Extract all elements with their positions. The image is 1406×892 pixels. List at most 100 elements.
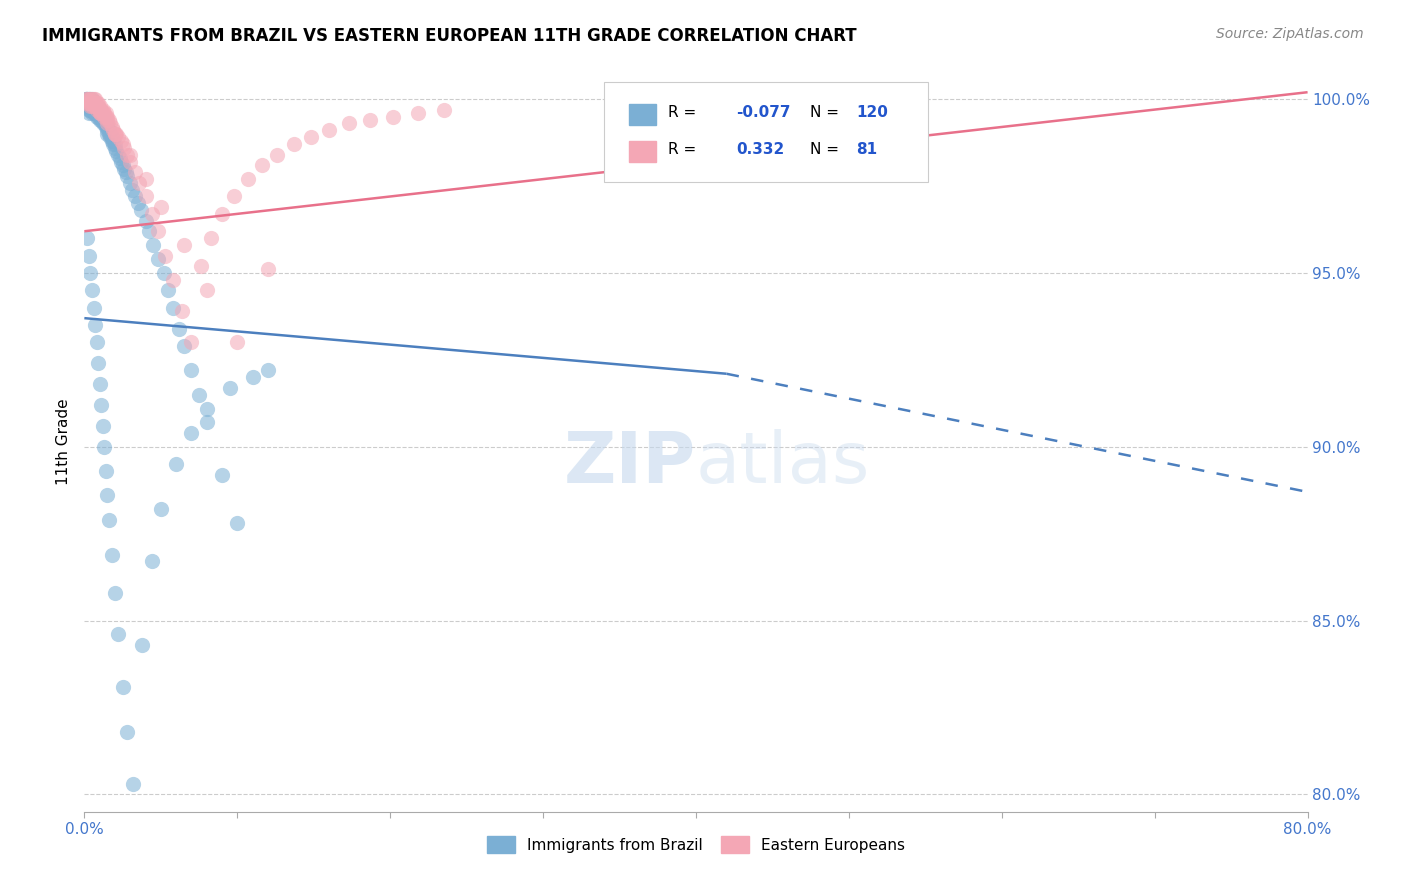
- Point: [115, 169, 138, 183]
- Point: [135, 172, 157, 186]
- Point: [93, 113, 115, 128]
- Point: [135, 214, 157, 228]
- Point: [75, 95, 97, 110]
- Point: [76, 92, 98, 106]
- Point: [83, 92, 105, 106]
- Point: [86, 99, 108, 113]
- Point: [84, 95, 107, 110]
- Point: [122, 777, 145, 791]
- Point: [84, 106, 107, 120]
- Point: [79, 92, 101, 106]
- Point: [83, 103, 105, 117]
- Point: [89, 103, 111, 117]
- Point: [86, 335, 108, 350]
- Point: [318, 123, 340, 137]
- Point: [90, 103, 112, 117]
- Point: [180, 363, 202, 377]
- Point: [80, 283, 103, 297]
- Point: [79, 95, 101, 110]
- Point: [135, 189, 157, 203]
- Point: [94, 106, 117, 120]
- Point: [97, 513, 120, 527]
- Text: Source: ZipAtlas.com: Source: ZipAtlas.com: [1216, 27, 1364, 41]
- Point: [77, 92, 100, 106]
- Point: [90, 113, 112, 128]
- Point: [76, 92, 98, 106]
- Point: [87, 95, 110, 110]
- Point: [211, 467, 233, 482]
- Point: [77, 103, 100, 117]
- Point: [75, 92, 97, 106]
- Point: [93, 110, 115, 124]
- Point: [86, 103, 108, 117]
- Point: [173, 238, 195, 252]
- Point: [124, 189, 146, 203]
- Point: [80, 99, 103, 113]
- Point: [120, 154, 142, 169]
- Point: [195, 401, 218, 416]
- Point: [96, 110, 118, 124]
- Point: [211, 207, 233, 221]
- Point: [98, 127, 121, 141]
- Point: [96, 123, 118, 137]
- Point: [257, 262, 280, 277]
- Point: [98, 130, 121, 145]
- Point: [89, 110, 111, 124]
- Point: [107, 148, 129, 162]
- Point: [188, 387, 211, 401]
- Point: [226, 335, 249, 350]
- Point: [83, 95, 105, 110]
- Bar: [628, 141, 655, 162]
- Point: [107, 627, 129, 641]
- Point: [87, 103, 110, 117]
- Point: [94, 110, 117, 124]
- Point: [84, 103, 107, 117]
- Point: [96, 120, 118, 134]
- Text: N =: N =: [810, 142, 844, 157]
- Point: [120, 176, 142, 190]
- Point: [162, 301, 184, 315]
- Text: N =: N =: [810, 104, 844, 120]
- Point: [104, 127, 127, 141]
- Point: [299, 130, 322, 145]
- Point: [76, 95, 98, 110]
- Point: [165, 457, 187, 471]
- Point: [236, 172, 259, 186]
- Point: [90, 106, 112, 120]
- Point: [149, 502, 172, 516]
- Point: [141, 207, 163, 221]
- Point: [111, 158, 134, 172]
- Point: [96, 127, 118, 141]
- Point: [76, 95, 98, 110]
- Point: [97, 127, 120, 141]
- Point: [433, 103, 456, 117]
- Point: [84, 99, 107, 113]
- Point: [382, 110, 405, 124]
- Point: [146, 252, 169, 266]
- Point: [89, 99, 111, 113]
- Point: [75, 92, 97, 106]
- Point: [127, 196, 149, 211]
- Text: ZIP: ZIP: [564, 429, 696, 499]
- Text: IMMIGRANTS FROM BRAZIL VS EASTERN EUROPEAN 11TH GRADE CORRELATION CHART: IMMIGRANTS FROM BRAZIL VS EASTERN EUROPE…: [42, 27, 856, 45]
- Point: [80, 99, 103, 113]
- Point: [146, 224, 169, 238]
- Point: [103, 137, 125, 152]
- Point: [86, 95, 108, 110]
- Point: [91, 110, 114, 124]
- Point: [172, 304, 194, 318]
- Point: [79, 266, 101, 280]
- Point: [89, 106, 111, 120]
- Point: [115, 148, 138, 162]
- Point: [94, 116, 117, 130]
- Point: [242, 370, 264, 384]
- Point: [93, 116, 115, 130]
- Point: [283, 137, 305, 152]
- Point: [112, 141, 135, 155]
- Point: [257, 363, 280, 377]
- Point: [91, 418, 114, 433]
- Point: [167, 321, 190, 335]
- Point: [86, 110, 108, 124]
- Point: [115, 724, 138, 739]
- Point: [105, 145, 128, 159]
